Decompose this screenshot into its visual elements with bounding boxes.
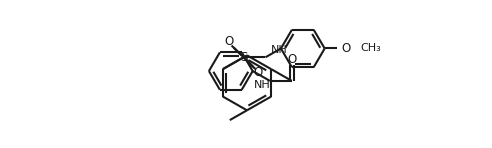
Text: O: O xyxy=(341,42,351,55)
Text: NH: NH xyxy=(271,45,287,56)
Text: O: O xyxy=(287,53,296,66)
Text: S: S xyxy=(240,51,247,64)
Text: NH: NH xyxy=(253,80,270,90)
Text: O: O xyxy=(224,35,233,48)
Text: CH₃: CH₃ xyxy=(361,44,381,53)
Text: O: O xyxy=(254,66,263,79)
